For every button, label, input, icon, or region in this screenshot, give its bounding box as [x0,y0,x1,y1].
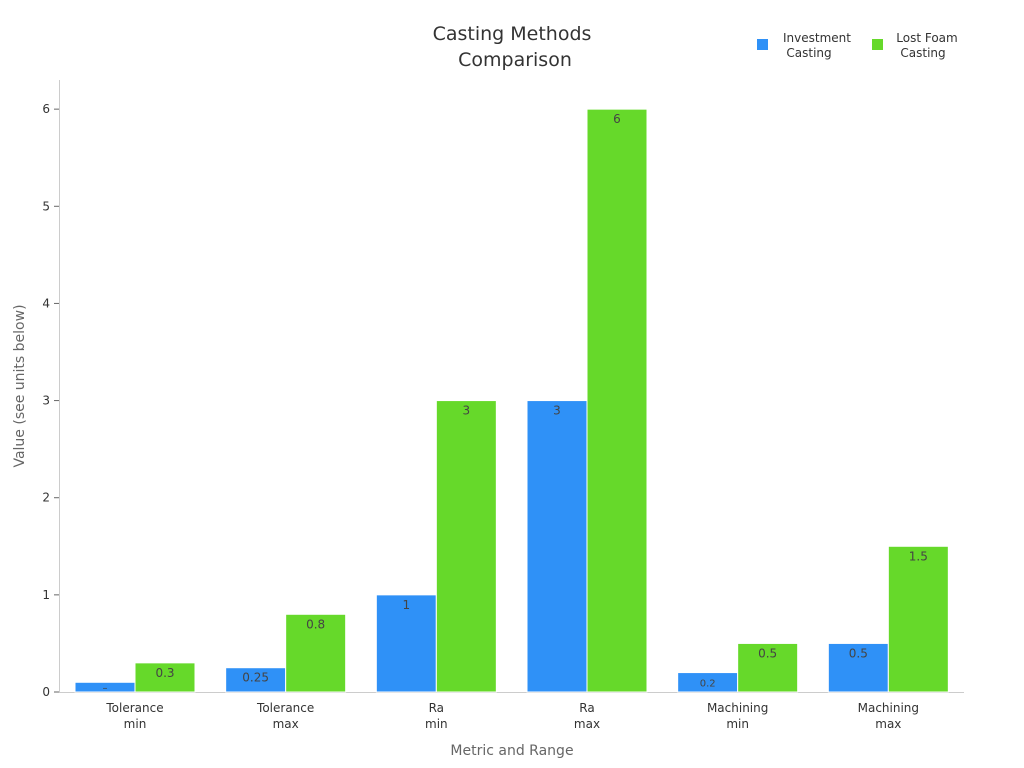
x-tick-label: Tolerance [256,701,314,715]
x-tick-label: max [574,717,600,731]
x-axis-label: Metric and Range [450,743,573,759]
legend-label-investment-casting-line-2: Casting [786,46,831,60]
x-tick-label: Machining [858,701,919,715]
bars [74,108,949,693]
x-tick-label: Ra [429,701,444,715]
x-tick-label: min [124,717,147,731]
bar [375,594,437,693]
bar-data-label: 0.8 [306,617,325,631]
y-tick-label: 2 [42,491,50,505]
bar-data-label: 0.2 [700,678,716,689]
x-axis-ticks: Tolerance min Tolerance max Ra min Ra max Machin… [105,701,919,731]
bar-data-label: 0.3 [155,666,174,680]
x-tick-label: Ra [579,701,594,715]
bar [586,108,648,693]
x-tick-label: max [273,717,299,731]
bar [737,642,799,693]
bar [285,613,347,693]
chart-title-line-2: Comparison [458,49,572,71]
x-tick-label: Machining [707,701,768,715]
y-tick-label: 4 [42,296,50,310]
legend: Investment Casting Lost Foam Casting [757,31,958,60]
bar-data-label: 6 [613,112,621,126]
legend-label-investment-casting-line-1: Investment [783,31,851,45]
y-tick-label: 1 [42,588,50,602]
x-tick-label: max [875,717,901,731]
bar [225,667,287,693]
y-axis-ticks: 0 1 2 3 4 5 6 [42,102,59,699]
chart-title-line-1: Casting Methods [433,23,592,45]
x-tick-label: min [425,717,448,731]
legend-swatch-investment-casting [757,39,768,50]
bar [134,662,196,693]
bar-data-label: 0.25 [242,671,269,685]
bar-data-label: 0.5 [849,646,868,660]
y-tick-label: 3 [42,394,50,408]
legend-swatch-lost-foam-casting [872,39,883,50]
bar-data-label: 1 [403,598,411,612]
bar-data-label: 3 [463,404,471,418]
bar-data-label: – [103,683,108,694]
bar [887,545,949,693]
x-tick-label: Tolerance [105,701,163,715]
bar-data-label: 3 [553,404,561,418]
y-axis-label: Value (see units below) [12,304,28,467]
y-tick-label: 6 [42,102,50,116]
y-tick-label: 0 [42,685,50,699]
legend-label-lost-foam-casting-line-1: Lost Foam [896,31,957,45]
x-tick-label: min [726,717,749,731]
bar-data-label: 1.5 [909,549,928,563]
y-tick-label: 5 [42,199,50,213]
bar-data-labels: – 0.3 0.25 0.8 1 3 3 6 0.2 0.5 0.5 1.5 [103,112,928,694]
bar [526,400,588,693]
bar-data-label: 0.5 [758,646,777,660]
legend-label-lost-foam-casting-line-2: Casting [900,46,945,60]
bar [435,400,497,693]
